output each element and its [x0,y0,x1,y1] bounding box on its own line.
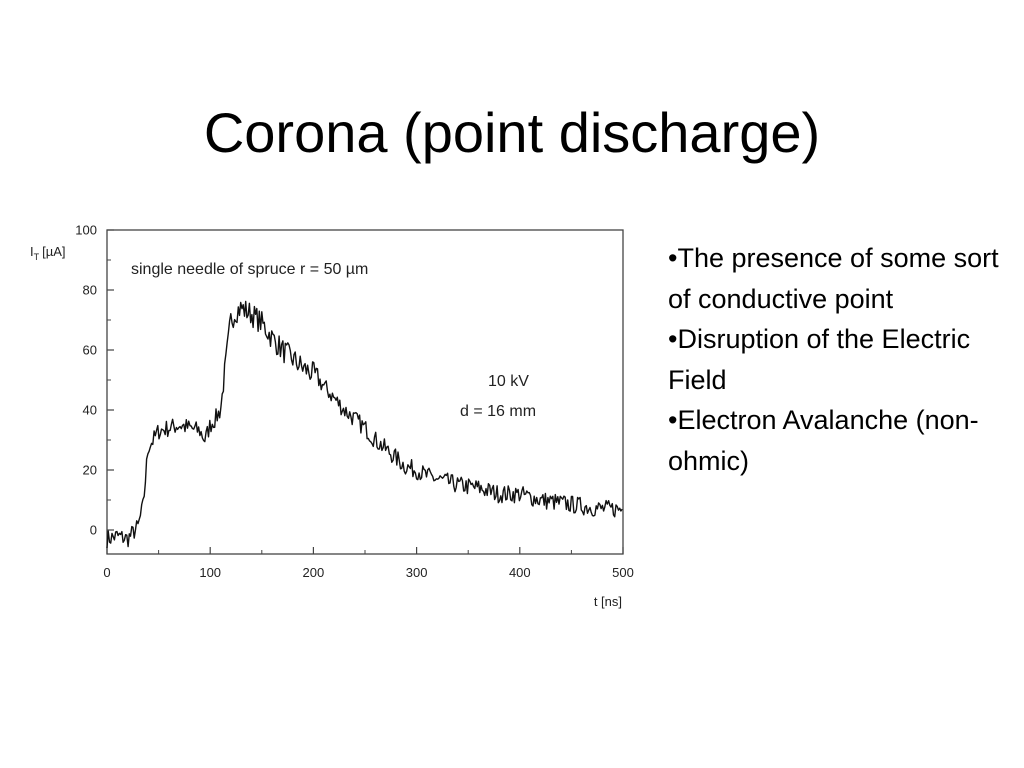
bullet-electron-avalanche: •Electron Avalanche (non-ohmic) [668,405,979,476]
y-tick-label-60: 60 [83,343,97,358]
y-axis-label: IT [µA] [30,244,66,262]
x-tick-label-200: 200 [303,565,325,580]
x-tick-label-500: 500 [612,565,634,580]
annotation-sample: single needle of spruce r = 50 µm [131,261,368,278]
chart-canvas: 0 20 40 60 80 100 0 100 200 300 400 500 IT [µA] t [… [30,223,634,610]
x-tick-label-400: 400 [509,565,531,580]
annotation-gap-distance: d = 16 mm [460,403,536,420]
x-tick-label-300: 300 [406,565,428,580]
bullet-list: •The presence of some sort of conductive… [668,238,1018,481]
bullet-conductive-point: •The presence of some sort of conductive… [668,243,999,314]
x-tick-label-0: 0 [103,565,110,580]
slide-title: Corona (point discharge) [203,101,821,164]
y-tick-label-100: 100 [75,223,97,238]
y-tick-label-80: 80 [83,283,97,298]
annotation-voltage: 10 kV [488,373,529,390]
x-tick-label-100: 100 [199,565,221,580]
y-tick-label-40: 40 [83,403,97,418]
y-tick-label-20: 20 [83,463,97,478]
corona-current-chart: 0 20 40 60 80 100 0 100 200 300 400 500 IT [µA] t [… [18,206,644,618]
plot-frame [106,229,624,555]
series-line-current [106,300,623,549]
x-axis-label: t [ns] [594,594,622,609]
bullet-field-disruption: •Disruption of the Electric Field [668,324,971,395]
y-tick-label-0: 0 [90,523,97,538]
